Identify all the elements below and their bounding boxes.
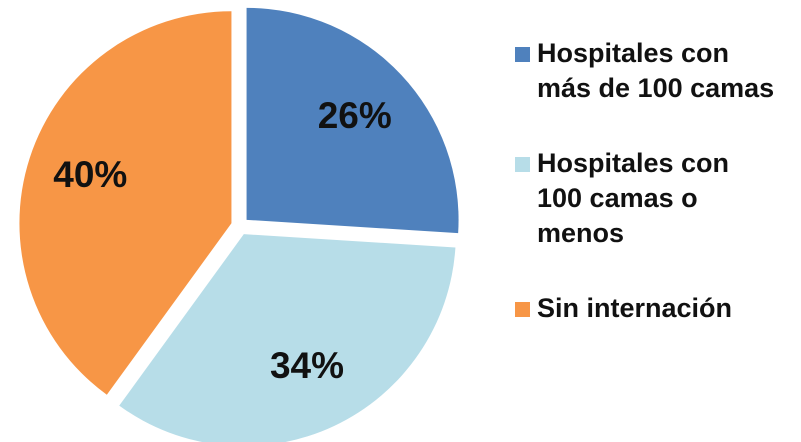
legend-label: Hospitales con más de 100 camas [537, 38, 775, 103]
legend-item: Hospitales con más de 100 camas [515, 36, 777, 106]
legend-label: Hospitales con 100 camas o menos [537, 148, 730, 248]
legend-swatch [515, 302, 530, 317]
legend: Hospitales con más de 100 camas Hospitale… [515, 36, 777, 366]
pie-slice [19, 11, 232, 395]
legend-swatch [515, 47, 530, 62]
data-label: 40% [53, 154, 127, 195]
legend-item: Sin internación [515, 291, 777, 326]
pie-slice [246, 7, 459, 234]
chart: 26% 34% 40% [19, 7, 459, 442]
data-label: 26% [318, 95, 392, 136]
legend-item: Hospitales con 100 camas o menos [515, 146, 777, 251]
legend-label: Sin internación [537, 293, 733, 323]
pie-slice [119, 234, 456, 442]
data-label: 34% [270, 345, 344, 386]
legend-swatch [515, 157, 530, 172]
